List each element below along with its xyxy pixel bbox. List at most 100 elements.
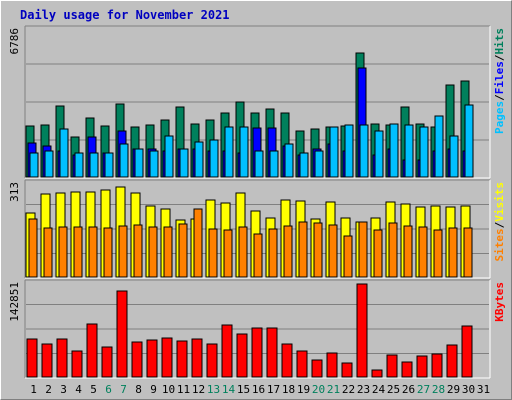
hits-bar-pages-day-22 xyxy=(344,124,354,178)
x-tick-label-day-31: 31 xyxy=(477,383,490,396)
kbytes-bar-kbytes-day-7 xyxy=(116,290,128,378)
kbytes-bar-kbytes-day-21 xyxy=(326,352,338,378)
visits-max-label: 313 xyxy=(8,182,21,202)
visits-bar-sites-day-27 xyxy=(418,226,428,278)
chart-title: Daily usage for November 2021 xyxy=(20,8,230,22)
visits-bar-sites-day-30 xyxy=(463,227,473,278)
hits-legend-item-4: Hits xyxy=(493,28,506,55)
x-tick-label-day-28: 28 xyxy=(432,383,445,396)
hits-bar-pages-day-25 xyxy=(389,123,399,178)
visits-bar-sites-day-24 xyxy=(373,229,383,278)
x-tick-label-day-16: 16 xyxy=(252,383,265,396)
chart-panels: 6786Pages/Files/Hits313Sites/Visits14285… xyxy=(8,25,506,379)
kbytes-bar-kbytes-day-18 xyxy=(281,343,293,378)
hits-bar-pages-day-12 xyxy=(194,141,204,178)
hits-bar-pages-day-3 xyxy=(59,128,69,178)
hits-bar-pages-day-26 xyxy=(404,124,414,178)
visits-series-sites xyxy=(28,208,473,278)
kbytes-bar-kbytes-day-1 xyxy=(26,338,38,378)
hits-bar-pages-day-30 xyxy=(464,104,474,178)
kbytes-legend-item-0: KBytes xyxy=(493,282,506,322)
kbytes-bar-kbytes-day-10 xyxy=(161,337,173,378)
visits-bar-sites-day-12 xyxy=(193,208,203,278)
kbytes-bar-kbytes-day-25 xyxy=(386,354,398,378)
kbytes-bar-kbytes-day-29 xyxy=(446,344,458,378)
kbytes-max-label: 142851 xyxy=(8,282,21,322)
kbytes-bar-kbytes-day-3 xyxy=(56,338,68,378)
kbytes-bar-kbytes-day-8 xyxy=(131,341,143,378)
visits-legend-item-2: Visits xyxy=(493,182,506,222)
kbytes-bar-kbytes-day-23 xyxy=(356,283,368,378)
hits-bar-pages-day-4 xyxy=(74,152,84,178)
kbytes-bar-kbytes-day-14 xyxy=(221,324,233,378)
hits-bar-pages-day-17 xyxy=(269,150,279,178)
x-tick-label-day-25: 25 xyxy=(387,383,400,396)
visits-bar-sites-day-4 xyxy=(73,226,83,278)
hits-bar-pages-day-23 xyxy=(359,124,369,178)
kbytes-bar-kbytes-day-4 xyxy=(71,350,83,378)
kbytes-legend: KBytes xyxy=(493,282,506,322)
x-tick-label-day-9: 9 xyxy=(150,383,157,396)
kbytes-bar-kbytes-day-20 xyxy=(311,359,323,378)
hits-legend-item-1: / xyxy=(493,94,506,101)
x-tick-label-day-24: 24 xyxy=(372,383,386,396)
kbytes-bar-kbytes-day-27 xyxy=(416,355,428,378)
visits-bar-sites-day-17 xyxy=(268,228,278,278)
hits-series-pages xyxy=(29,104,474,178)
visits-bar-sites-day-1 xyxy=(28,218,38,278)
visits-bar-sites-day-23 xyxy=(358,221,368,278)
visits-bar-sites-day-5 xyxy=(88,226,98,278)
hits-bar-pages-day-16 xyxy=(254,150,264,178)
x-tick-label-day-6: 6 xyxy=(105,383,112,396)
hits-legend-item-0: Pages xyxy=(493,101,506,134)
visits-bar-sites-day-20 xyxy=(313,222,323,278)
visits-bar-sites-day-18 xyxy=(283,225,293,278)
x-tick-label-day-15: 15 xyxy=(237,383,250,396)
hits-bar-pages-day-29 xyxy=(449,135,459,178)
kbytes-bar-kbytes-day-16 xyxy=(251,327,263,378)
kbytes-bar-kbytes-day-26 xyxy=(401,361,413,378)
x-tick-label-day-23: 23 xyxy=(357,383,370,396)
hits-bar-pages-day-9 xyxy=(149,150,159,178)
x-axis-day-labels: 1 2 3 4 5 6 7 8 9 10 11 12 13 14 15 16 17 18 19 20 21 22 23 24 2… xyxy=(30,383,490,396)
kbytes-bar-kbytes-day-12 xyxy=(191,338,203,378)
hits-bar-pages-day-11 xyxy=(179,148,189,178)
x-tick-label-day-4: 4 xyxy=(75,383,82,396)
x-tick-label-day-8: 8 xyxy=(135,383,142,396)
kbytes-bar-kbytes-day-24 xyxy=(371,369,383,378)
hits-bar-pages-day-5 xyxy=(89,152,99,178)
x-tick-label-day-17: 17 xyxy=(267,383,280,396)
visits-legend-item-1: / xyxy=(493,221,506,228)
visits-bar-sites-day-28 xyxy=(433,229,443,278)
hits-bar-pages-day-10 xyxy=(164,135,174,178)
hits-bar-pages-day-2 xyxy=(44,150,54,178)
x-tick-label-day-13: 13 xyxy=(207,383,220,396)
kbytes-bar-kbytes-day-22 xyxy=(341,362,353,378)
kbytes-bar-kbytes-day-6 xyxy=(101,346,113,378)
kbytes-bar-kbytes-day-13 xyxy=(206,343,218,378)
x-tick-label-day-12: 12 xyxy=(192,383,205,396)
visits-bar-sites-day-19 xyxy=(298,221,308,278)
kbytes-bar-kbytes-day-9 xyxy=(146,339,158,378)
x-tick-label-day-14: 14 xyxy=(222,383,236,396)
x-tick-label-day-2: 2 xyxy=(45,383,52,396)
kbytes-panel: 142851 KBytes xyxy=(8,279,506,379)
hits-bar-pages-day-6 xyxy=(104,152,114,178)
hits-legend-item-2: Files xyxy=(493,61,506,94)
x-tick-label-day-20: 20 xyxy=(312,383,325,396)
visits-bar-sites-day-6 xyxy=(103,227,113,278)
kbytes-bar-kbytes-day-17 xyxy=(266,327,278,378)
kbytes-bar-kbytes-day-2 xyxy=(41,343,53,378)
x-tick-label-day-21: 21 xyxy=(327,383,340,396)
kbytes-series-kbytes xyxy=(26,283,473,378)
visits-bar-sites-day-21 xyxy=(328,224,338,278)
hits-bar-pages-day-20 xyxy=(314,150,324,178)
kbytes-bar-kbytes-day-28 xyxy=(431,353,443,378)
visits-bar-sites-day-25 xyxy=(388,222,398,278)
hits-legend: Pages/Files/Hits xyxy=(493,28,506,134)
kbytes-bar-kbytes-day-11 xyxy=(176,340,188,378)
x-tick-label-day-3: 3 xyxy=(60,383,67,396)
hits-bar-pages-day-28 xyxy=(434,115,444,178)
